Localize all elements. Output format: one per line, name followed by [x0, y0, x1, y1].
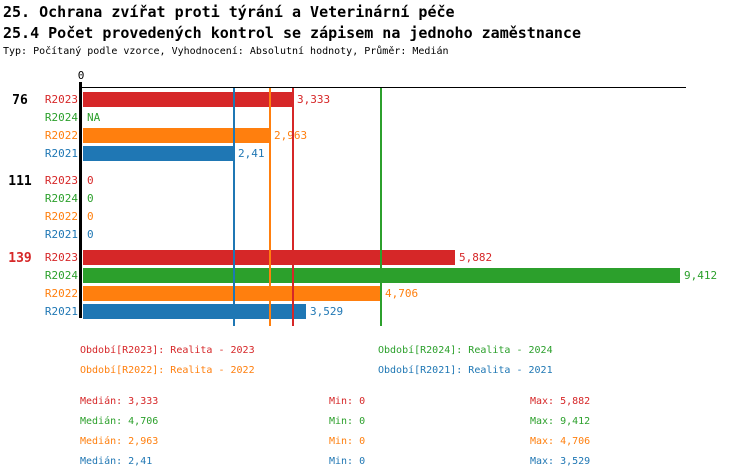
stat-max: Max: 3,529 [530, 456, 591, 467]
bar-value-label: 4,706 [385, 287, 419, 300]
legend-item-r2024: Období[R2024]: Realita - 2024 [378, 345, 553, 356]
period-label: R2022 [44, 210, 78, 223]
x-axis-line [81, 87, 686, 88]
x-axis-zero-tick: 0 [77, 69, 85, 82]
bar-value-label: 0 [87, 210, 94, 223]
bar [83, 92, 293, 107]
stat-median: Medián: 4,706 [80, 416, 159, 427]
period-label: R2023 [44, 251, 78, 264]
y-axis-line [79, 82, 82, 318]
period-label: R2023 [44, 93, 78, 106]
bar-value-label: 3,333 [297, 93, 331, 106]
bar-row: R2023 0 [0, 173, 750, 188]
chart-subtitle: 25.4 Počet provedených kontrol se zápise… [3, 24, 581, 42]
chart-meta: Typ: Počítaný podle vzorce, Vyhodnocení:… [3, 46, 449, 57]
group-label: 139 [8, 251, 32, 266]
legend-item-r2021: Období[R2021]: Realita - 2021 [378, 365, 553, 376]
period-label: R2021 [44, 228, 78, 241]
group-label: 111 [8, 174, 32, 189]
median-line-r2022 [269, 88, 271, 326]
period-label: R2022 [44, 129, 78, 142]
bar-row: R2021 2,41 [0, 146, 750, 161]
legend-item-r2022: Období[R2022]: Realita - 2022 [80, 365, 255, 376]
stat-min: Min: 0 [329, 396, 366, 407]
bar [83, 146, 234, 161]
bar-value-label: 0 [87, 192, 94, 205]
bar-value-label: 5,882 [459, 251, 493, 264]
bar [83, 304, 306, 319]
median-line-r2024 [380, 88, 382, 326]
bar-value-label: 2,963 [274, 129, 308, 142]
period-label: R2021 [44, 147, 78, 160]
median-line-r2021 [233, 88, 235, 326]
stat-min: Min: 0 [329, 416, 366, 427]
bar-value-label: 0 [87, 228, 94, 241]
period-label: R2022 [44, 287, 78, 300]
period-label: R2021 [44, 305, 78, 318]
bar-row: R2022 0 [0, 209, 750, 224]
bar-row: R2022 2,963 [0, 128, 750, 143]
bar [83, 286, 381, 301]
bar-row: R2022 4,706 [0, 286, 750, 301]
period-label: R2024 [44, 269, 78, 282]
bar-row: R2023 3,333 [0, 92, 750, 107]
stat-median: Medián: 2,963 [80, 436, 159, 447]
period-label: R2023 [44, 174, 78, 187]
bar [83, 128, 270, 143]
group-label: 76 [12, 93, 28, 108]
bar-value-label: 0 [87, 174, 94, 187]
period-label: R2024 [44, 111, 78, 124]
median-line-r2023 [292, 88, 294, 326]
legend-item-r2023: Období[R2023]: Realita - 2023 [80, 345, 255, 356]
bar-row: R2024 0 [0, 191, 750, 206]
chart-title: 25. Ochrana zvířat proti týrání a Veteri… [3, 3, 455, 21]
stat-median: Medián: 3,333 [80, 396, 159, 407]
bar-value-label: 9,412 [684, 269, 718, 282]
bar-value-label: NA [87, 111, 101, 124]
stat-max: Max: 9,412 [530, 416, 591, 427]
stat-max: Max: 4,706 [530, 436, 591, 447]
bar-row: R2021 3,529 [0, 304, 750, 319]
bar-value-label: 2,41 [238, 147, 265, 160]
stat-min: Min: 0 [329, 436, 366, 447]
bar-value-label: 3,529 [310, 305, 344, 318]
bar-row: R2024 9,412 [0, 268, 750, 283]
bar-row: R2024 NA [0, 110, 750, 125]
stat-min: Min: 0 [329, 456, 366, 467]
bar-row: R2023 5,882 [0, 250, 750, 265]
period-label: R2024 [44, 192, 78, 205]
bar-row: R2021 0 [0, 227, 750, 242]
stat-max: Max: 5,882 [530, 396, 591, 407]
stat-median: Medián: 2,41 [80, 456, 153, 467]
